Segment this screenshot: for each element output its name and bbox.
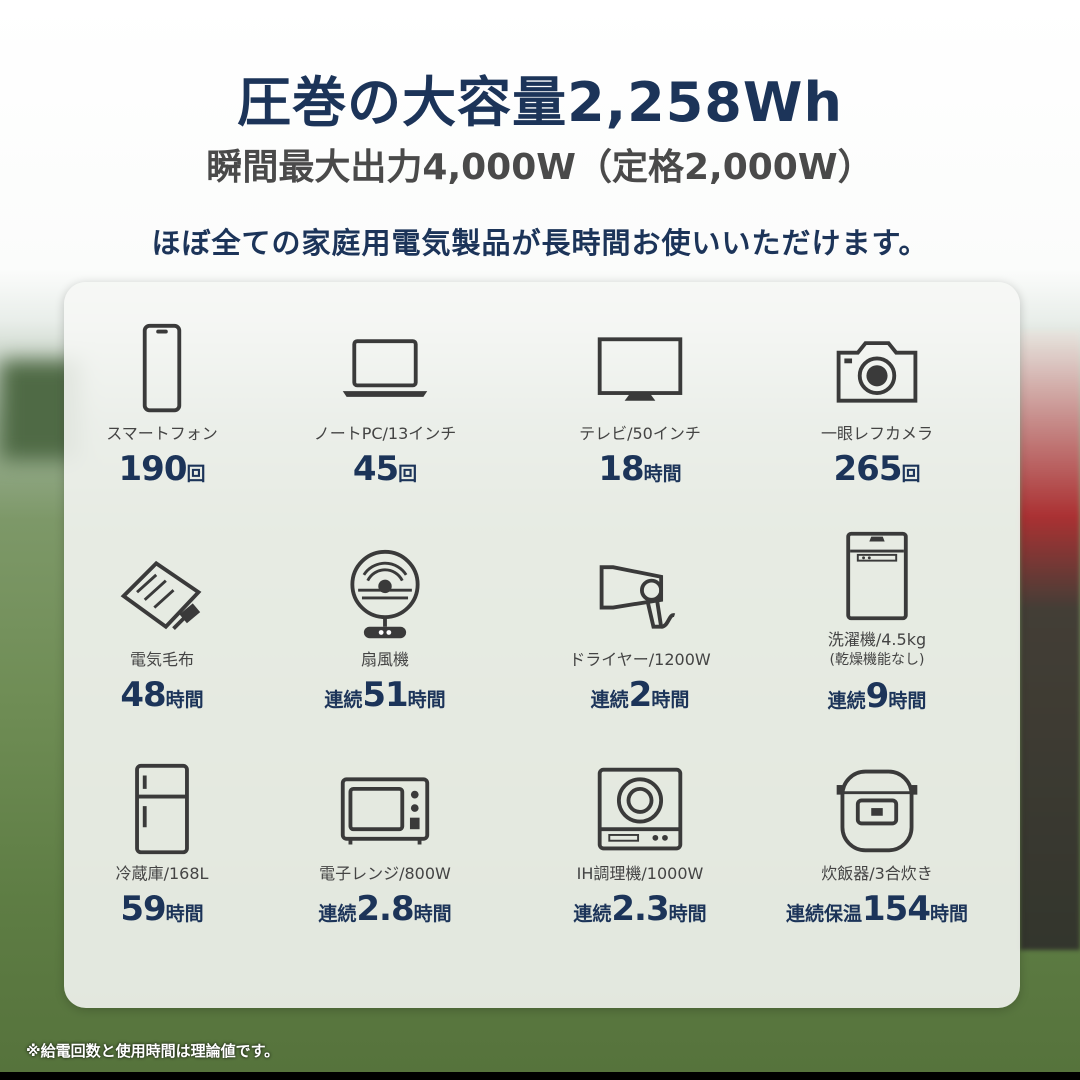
- camera-icon: [836, 341, 918, 403]
- microwave-icon: [340, 777, 430, 845]
- value-prefix: 連続: [318, 903, 357, 925]
- value-number: 2: [628, 675, 653, 715]
- appliance-label: スマートフォン: [43, 424, 281, 443]
- appliance-item: 洗濯機/4.5kg (乾燥機能なし) 連続9時間: [758, 528, 996, 716]
- appliance-label: 電子レンジ/800W: [266, 864, 504, 883]
- appliance-item: 一眼レフカメラ 265回: [758, 322, 996, 489]
- appliance-item: ドライヤー/1200W 連続2時間: [521, 548, 759, 715]
- appliance-item: スマートフォン 190回: [43, 322, 281, 489]
- label-note: (乾燥機能なし): [829, 652, 925, 668]
- value-number: 18: [598, 449, 644, 489]
- label-text: IH調理機/1000W: [576, 864, 704, 883]
- appliance-item: 電気毛布 48時間: [43, 548, 281, 715]
- label-text: 一眼レフカメラ: [820, 424, 933, 443]
- appliance-panel: [64, 282, 1020, 1008]
- appliance-value: 45回: [266, 449, 504, 489]
- subheadline: 瞬間最大出力4,000W（定格2,000W）: [206, 147, 874, 188]
- appliance-item: 冷蔵庫/168L 59時間: [43, 762, 281, 929]
- appliance-label: IH調理機/1000W: [521, 864, 759, 883]
- value-unit: 時間: [643, 463, 682, 485]
- headline: 圧巻の大容量2,258Wh: [237, 71, 843, 134]
- appliance-value: 連続9時間: [758, 676, 996, 716]
- value-number: 9: [865, 676, 890, 716]
- value-unit: 回: [398, 463, 418, 485]
- value-unit: 時間: [165, 689, 204, 711]
- value-number: 265: [833, 449, 903, 489]
- label-text: ノートPC/13インチ: [313, 424, 457, 443]
- smartphone-icon: [142, 323, 182, 413]
- value-prefix: 連続: [324, 689, 363, 711]
- appliance-value: 190回: [43, 449, 281, 489]
- value-unit: 回: [186, 463, 206, 485]
- value-unit: 時間: [407, 689, 446, 711]
- value-unit: 時間: [165, 903, 204, 925]
- value-prefix: 連続: [590, 689, 629, 711]
- value-prefix: 連続: [827, 690, 866, 712]
- washing-machine-icon: [846, 531, 908, 621]
- appliance-label: 炊飯器/3合炊き: [758, 864, 996, 883]
- value-number: 154: [862, 889, 931, 929]
- appliance-label: 洗濯機/4.5kg (乾燥機能なし): [758, 630, 996, 670]
- label-text: 電子レンジ/800W: [319, 864, 451, 883]
- refrigerator-icon: [135, 763, 189, 855]
- appliance-value: 18時間: [521, 449, 759, 489]
- fan-icon: [350, 549, 420, 639]
- value-unit: 回: [901, 463, 921, 485]
- value-unit: 時間: [413, 903, 452, 925]
- appliance-value: 連続2時間: [521, 675, 759, 715]
- value-prefix: 連続保温: [785, 903, 862, 925]
- appliance-label: 扇風機: [266, 650, 504, 669]
- label-text: 電気毛布: [129, 650, 194, 669]
- appliance-item: 電子レンジ/800W 連続2.8時間: [266, 762, 504, 929]
- appliance-value: 連続2.3時間: [521, 889, 759, 929]
- appliance-value: 48時間: [43, 675, 281, 715]
- appliance-item: 扇風機 連続51時間: [266, 548, 504, 715]
- label-text: テレビ/50インチ: [579, 424, 701, 443]
- footnote: ※給電回数と使用時間は理論値です。: [26, 1042, 280, 1060]
- value-unit: 時間: [651, 689, 690, 711]
- tagline: ほぼ全ての家庭用電気製品が長時間お使いいただけます。: [151, 226, 929, 260]
- value-unit: 時間: [668, 903, 707, 925]
- label-text: 洗濯機/4.5kg: [827, 630, 927, 649]
- appliance-value: 265回: [758, 449, 996, 489]
- appliance-value: 連続51時間: [266, 675, 504, 715]
- label-text: スマートフォン: [106, 424, 218, 443]
- electric-blanket-icon: [120, 560, 202, 630]
- appliance-item: IH調理機/1000W 連続2.3時間: [521, 762, 759, 929]
- appliance-label: ドライヤー/1200W: [521, 650, 759, 669]
- rice-cooker-icon: [836, 769, 918, 853]
- value-number: 2.8: [356, 889, 414, 929]
- value-number: 190: [118, 449, 188, 489]
- appliance-value: 連続保温154時間: [758, 889, 996, 929]
- appliance-value: 59時間: [43, 889, 281, 929]
- appliance-item: ノートPC/13インチ 45回: [266, 322, 504, 489]
- laptop-icon: [342, 339, 428, 397]
- label-text: 扇風機: [360, 650, 409, 669]
- label-text: 炊飯器/3合炊き: [821, 864, 933, 883]
- value-number: 45: [352, 449, 399, 489]
- label-text: ドライヤー/1200W: [569, 650, 711, 669]
- appliance-value: 連続2.8時間: [266, 889, 504, 929]
- value-number: 48: [120, 675, 166, 715]
- label-text: 冷蔵庫/168L: [115, 864, 209, 883]
- value-number: 59: [120, 889, 166, 929]
- appliance-item: テレビ/50インチ 18時間: [521, 322, 759, 489]
- value-number: 51: [362, 675, 408, 715]
- appliance-item: 炊飯器/3合炊き 連続保温154時間: [758, 762, 996, 929]
- appliance-label: テレビ/50インチ: [521, 424, 759, 443]
- value-number: 2.3: [611, 889, 669, 929]
- bottom-border: [0, 1072, 1080, 1080]
- appliance-label: 電気毛布: [43, 650, 281, 669]
- value-unit: 時間: [888, 690, 927, 712]
- tv-icon: [597, 337, 683, 401]
- hair-dryer-icon: [599, 565, 676, 629]
- induction-cooker-icon: [597, 767, 683, 851]
- value-unit: 時間: [929, 903, 968, 925]
- appliance-label: 冷蔵庫/168L: [43, 864, 281, 883]
- appliance-label: 一眼レフカメラ: [758, 424, 996, 443]
- value-prefix: 連続: [573, 903, 612, 925]
- appliance-label: ノートPC/13インチ: [266, 424, 504, 443]
